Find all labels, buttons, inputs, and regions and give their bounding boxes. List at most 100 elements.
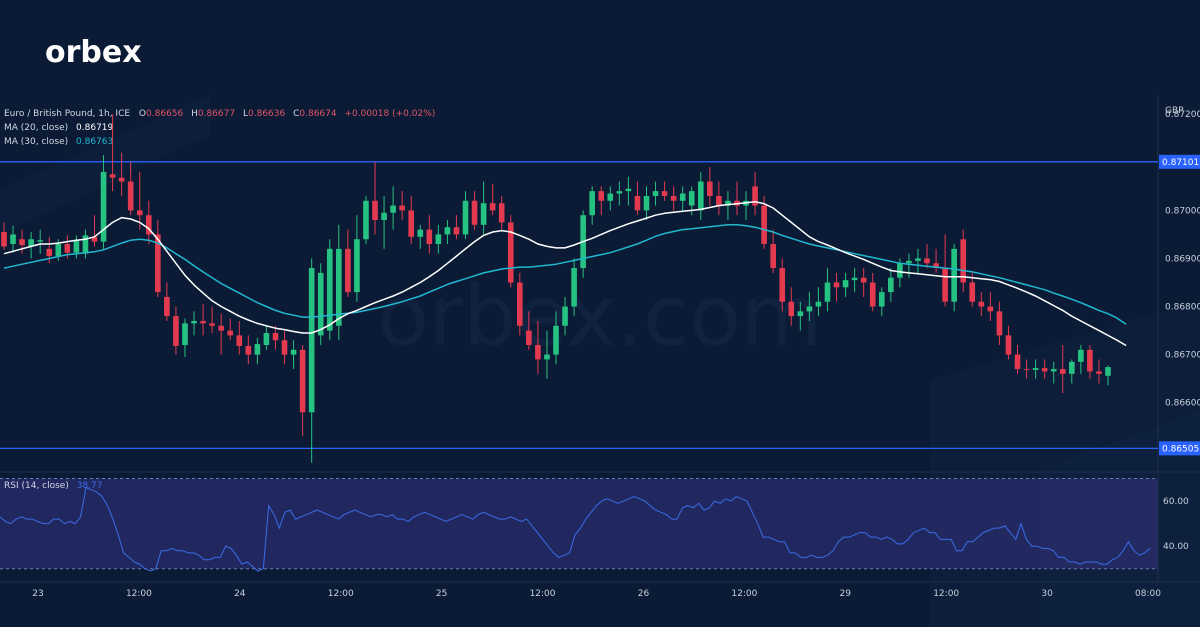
candle-body	[390, 205, 396, 213]
candle-body	[1059, 369, 1066, 374]
candle-body	[1078, 349, 1084, 362]
candle-body	[182, 323, 188, 345]
horizontal-levels: 0.87101 0.86505	[0, 154, 1200, 456]
candle-body	[842, 280, 849, 288]
candle-body	[471, 200, 478, 225]
candle-body	[860, 277, 867, 283]
candle-body	[806, 306, 813, 312]
candle-body	[336, 248, 342, 326]
level-price-label: 0.86505	[1162, 444, 1199, 454]
rsi-band	[0, 478, 1158, 569]
candle-body	[372, 200, 378, 220]
candle-body	[363, 200, 369, 240]
candle-body	[915, 258, 921, 261]
candle-body	[661, 191, 668, 196]
candle-body	[73, 240, 80, 253]
candle-body	[716, 195, 722, 206]
candle-body	[263, 332, 270, 345]
price-tick-label: 0.86600	[1165, 399, 1200, 409]
candle-body	[290, 349, 297, 355]
candle-body	[1023, 369, 1030, 371]
candle-body	[788, 301, 795, 317]
candle-body	[625, 188, 632, 192]
candle-body	[535, 345, 541, 360]
candle-body	[516, 282, 523, 326]
candle-body	[697, 181, 704, 211]
candle-body	[1068, 361, 1075, 374]
candle-body	[489, 203, 496, 211]
rsi-indicator	[0, 478, 1158, 572]
time-tick-label: 12:00	[933, 589, 959, 599]
candle-body	[37, 240, 44, 242]
candle-body	[824, 282, 831, 302]
candle-body	[1041, 368, 1048, 372]
candle-body	[281, 340, 288, 355]
candle-body	[200, 320, 206, 324]
level-price-tag	[1159, 154, 1200, 169]
candle-body	[933, 263, 939, 269]
candle-body	[462, 200, 469, 235]
candle-body	[46, 248, 53, 257]
candle-body	[634, 195, 641, 211]
candle-body	[254, 344, 261, 355]
candle-body	[417, 229, 424, 237]
candle-body	[571, 268, 577, 307]
rsi-tick-label: 60.00	[1163, 497, 1189, 507]
candle-body	[1, 232, 7, 247]
price-tick-label: 0.86900	[1165, 254, 1200, 264]
candle-body	[498, 203, 505, 223]
candle-body	[308, 268, 315, 413]
candle-body	[526, 330, 532, 345]
candle-body	[924, 258, 930, 264]
candle-body	[191, 320, 197, 324]
candle-body	[299, 349, 306, 413]
candle-body	[91, 236, 98, 242]
legend-ma20: MA (20, close) 0.86719	[4, 123, 114, 133]
candle-body	[272, 332, 279, 341]
candle-body	[444, 227, 451, 235]
legend-ma30: MA (30, close) 0.86763	[4, 137, 113, 147]
candle-body	[64, 244, 71, 253]
candle-body	[707, 181, 713, 196]
candle-body	[878, 292, 885, 307]
price-tick-label: 0.87200	[1165, 110, 1200, 120]
price-tick-label: 0.86700	[1165, 351, 1200, 361]
candle-body	[1005, 335, 1012, 355]
candle-body	[544, 354, 550, 360]
candle-body	[960, 239, 967, 283]
ma30-line	[3, 224, 1127, 325]
candle-body	[652, 191, 659, 196]
candle-body	[480, 203, 487, 225]
candle-body	[381, 212, 387, 220]
candle-body	[155, 234, 161, 293]
candle-body	[145, 215, 152, 235]
candle-body	[109, 174, 116, 178]
candle-body	[888, 277, 894, 293]
candle-body	[173, 316, 179, 346]
candle-body	[399, 205, 405, 211]
candle-body	[1087, 349, 1093, 372]
currency-label: GBP	[1165, 106, 1184, 116]
candle-body	[869, 282, 876, 307]
candle-body	[10, 234, 16, 245]
time-tick-label: 25	[436, 589, 447, 599]
candle-body	[797, 311, 804, 317]
candle-body	[236, 335, 243, 346]
time-tick-label: 24	[234, 589, 246, 599]
time-tick-label: 12:00	[328, 589, 354, 599]
moving-averages	[3, 200, 1127, 347]
rsi-line	[0, 486, 1151, 572]
candle-body	[1096, 371, 1102, 374]
candle-body	[1014, 354, 1021, 370]
candle-body	[1050, 369, 1057, 372]
candle-body	[987, 306, 994, 312]
candle-body	[1105, 367, 1111, 376]
candle-body	[761, 205, 767, 245]
candle-body	[19, 239, 25, 245]
candle-body	[100, 171, 107, 242]
candle-body	[851, 277, 858, 281]
candle-body	[354, 239, 360, 293]
candle-body	[164, 296, 170, 317]
legend-rsi: RSI (14, close) 38.77	[4, 481, 103, 491]
candle-body	[326, 248, 333, 331]
